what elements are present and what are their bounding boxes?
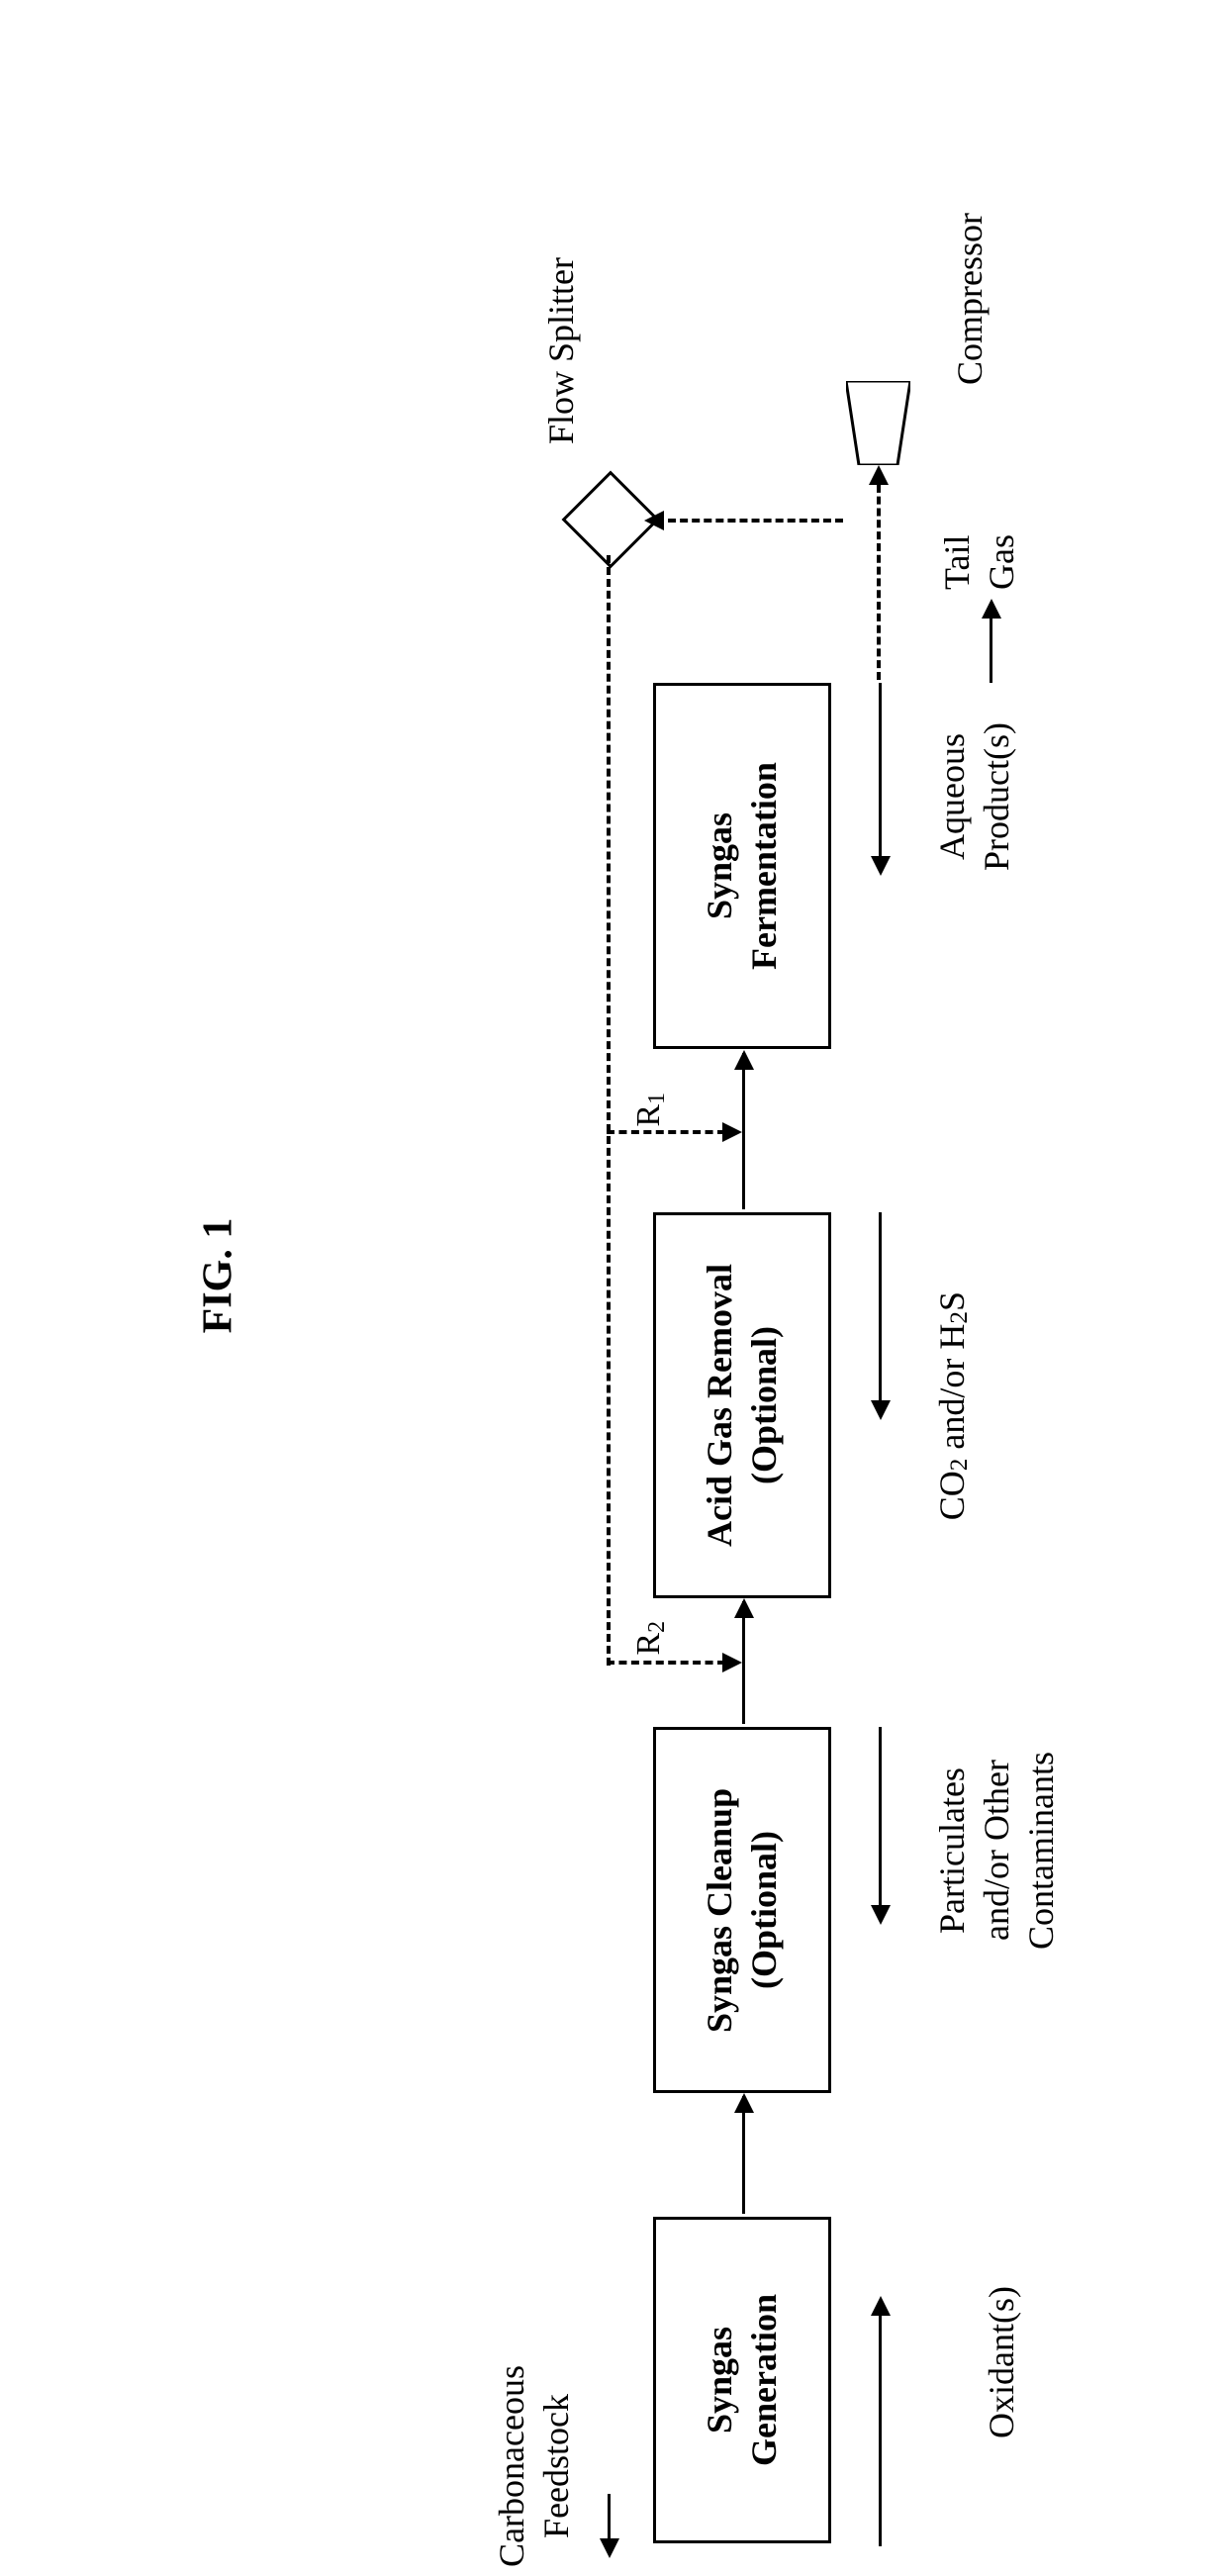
arrowhead-cleanup-to-agr [734, 1598, 754, 1618]
box-syngas-generation: SyngasGeneration [653, 2217, 831, 2543]
box-syngas-generation-label: SyngasGeneration [698, 2294, 787, 2466]
box-acid-gas-removal-label: Acid Gas Removal(Optional) [698, 1264, 787, 1547]
label-aqueous-product: AqueousProduct(s) [930, 722, 1019, 871]
arrow-r2-branch [607, 1661, 725, 1665]
arrowhead-feedstock-in [600, 2538, 619, 2558]
arrowhead-comp-to-split [644, 511, 664, 530]
arrowhead-oxidant-in [871, 2296, 891, 2316]
arrowhead-tail-to-comp [869, 465, 889, 485]
label-particulates: Particulatesand/or OtherContaminants [930, 1752, 1064, 1950]
arrowhead-agr-out [871, 1400, 891, 1420]
compressor-icon [846, 381, 910, 465]
label-carbonaceous-feedstock: CarbonaceousFeedstock [490, 2365, 579, 2567]
arrow-ferm-aqueous [879, 683, 882, 866]
arrow-cleanup-to-agr [742, 1601, 745, 1724]
arrow-agr-to-ferm [742, 1053, 745, 1209]
box-acid-gas-removal: Acid Gas Removal(Optional) [653, 1212, 831, 1598]
arrow-gen-to-cleanup [742, 2096, 745, 2214]
label-oxidants: Oxidant(s) [980, 2286, 1024, 2438]
label-co2-h2s: CO2 and/or H2S [930, 1291, 976, 1520]
arrowhead-agr-to-ferm [734, 1050, 754, 1070]
arrowhead-ferm-tail-up [982, 599, 1001, 619]
arrow-cleanup-out [879, 1727, 882, 1915]
box-syngas-fermentation-label: SyngasFermentation [698, 762, 787, 970]
figure-title: FIG. 1 [194, 1218, 241, 1334]
box-syngas-cleanup: Syngas Cleanup(Optional) [653, 1727, 831, 2093]
arrowhead-ferm-aqueous [871, 856, 891, 876]
arrow-oxidant-in [879, 2306, 882, 2546]
arrowhead-cleanup-out [871, 1905, 891, 1925]
box-syngas-fermentation: SyngasFermentation [653, 683, 831, 1049]
arrowhead-r2-branch [722, 1653, 742, 1672]
arrowhead-gen-to-cleanup [734, 2093, 754, 2113]
box-syngas-cleanup-label: Syngas Cleanup(Optional) [698, 1787, 787, 2032]
arrow-ferm-tail-up [990, 609, 992, 683]
label-r1: R1 [630, 1093, 671, 1127]
label-r2: R2 [630, 1621, 671, 1656]
arrow-comp-to-split [656, 519, 843, 523]
label-tail-gas: TailGas [935, 534, 1024, 590]
label-compressor: Compressor [948, 213, 992, 385]
label-flow-splitter: Flow Splitter [539, 257, 584, 444]
arrow-tail-to-comp [877, 473, 881, 680]
arrow-agr-out [879, 1212, 882, 1410]
arrow-split-down [607, 555, 611, 1666]
arrow-r1-branch [607, 1130, 725, 1134]
arrowhead-r1-branch [722, 1122, 742, 1142]
